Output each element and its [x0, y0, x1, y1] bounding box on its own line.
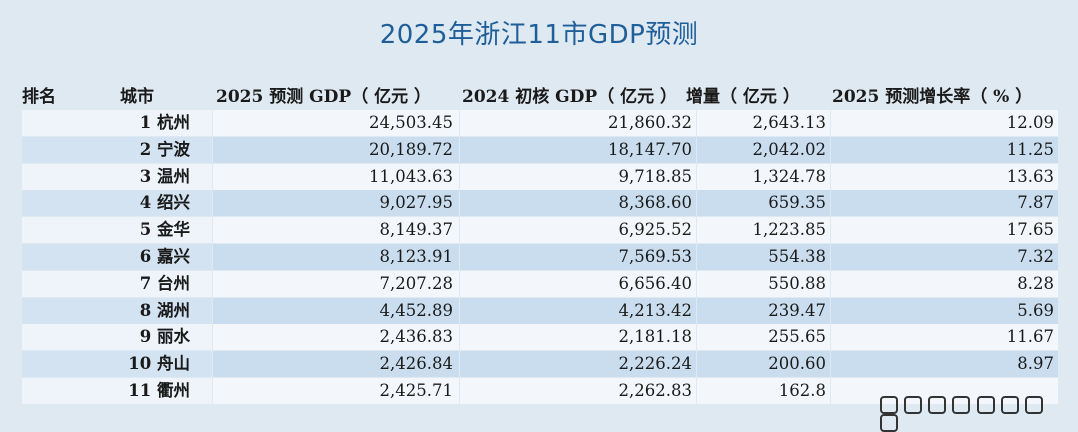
gdp2025-cell: 9,027.95 — [213, 190, 459, 217]
header-city: 城市 — [120, 87, 154, 107]
header-growth: 2025 预测增长率（ % ） — [832, 87, 1033, 107]
gdp2025-cell: 7,207.28 — [213, 270, 459, 297]
table-body: 1 杭州 24,503.45 21,860.32 2,643.13 12.09 2 宁波 2… — [22, 110, 1058, 405]
gdp2025-cell: 2,426.84 — [213, 351, 459, 378]
growth-cell: 7.32 — [831, 243, 1058, 270]
gdp2024-cell: 4,213.42 — [460, 297, 696, 324]
increase-cell: 659.35 — [697, 190, 830, 217]
growth-cell: 11.25 — [831, 136, 1058, 163]
table-row: 5 金华 8,149.37 6,925.52 1,223.85 17.65 — [22, 217, 1058, 244]
header-rank: 排名 — [22, 87, 56, 107]
gdp2024-cell: 2,262.83 — [460, 377, 696, 404]
gdp2024-cell: 2,226.24 — [460, 351, 696, 378]
growth-cell: 13.63 — [831, 163, 1058, 190]
city-cell: 10 舟山 — [22, 351, 212, 378]
table-row: 3 温州 11,043.63 9,718.85 1,324.78 13.63 — [22, 163, 1058, 190]
increase-cell: 554.38 — [697, 243, 830, 270]
increase-cell: 239.47 — [697, 297, 830, 324]
watermark-icon — [952, 396, 971, 414]
gdp2024-cell: 18,147.70 — [460, 136, 696, 163]
watermark — [880, 396, 1056, 432]
table-row: 9 丽水 2,436.83 2,181.18 255.65 11.67 — [22, 324, 1058, 351]
city-cell: 9 丽水 — [22, 324, 212, 351]
city-cell: 3 温州 — [22, 163, 212, 190]
watermark-icon — [880, 396, 898, 414]
gdp2024-cell: 21,860.32 — [460, 110, 696, 136]
increase-cell: 200.60 — [697, 351, 830, 378]
increase-cell: 2,042.02 — [697, 136, 830, 163]
increase-cell: 162.8 — [697, 377, 830, 404]
gdp2025-cell: 8,123.91 — [213, 243, 459, 270]
table-row: 2 宁波 20,189.72 18,147.70 2,042.02 11.25 — [22, 136, 1058, 163]
city-cell: 8 湖州 — [22, 297, 212, 324]
gdp2025-cell: 2,425.71 — [213, 377, 459, 404]
gdp2025-cell: 8,149.37 — [213, 217, 459, 244]
watermark-icon — [976, 396, 995, 414]
gdp2025-cell: 4,452.89 — [213, 297, 459, 324]
header-gdp2024: 2024 初核 GDP（ 亿元 ） — [462, 87, 678, 107]
city-cell: 7 台州 — [22, 270, 212, 297]
watermark-icon — [904, 396, 923, 414]
gdp2025-cell: 24,503.45 — [213, 110, 459, 136]
growth-cell: 17.65 — [831, 217, 1058, 244]
header-increase: 增量（ 亿元 ） — [686, 87, 800, 107]
gdp2024-cell: 7,569.53 — [460, 243, 696, 270]
table-row: 10 舟山 2,426.84 2,226.24 200.60 8.97 — [22, 351, 1058, 378]
table-row: 8 湖州 4,452.89 4,213.42 239.47 5.69 — [22, 297, 1058, 324]
city-cell: 11 衢州 — [22, 377, 212, 404]
table-row: 4 绍兴 9,027.95 8,368.60 659.35 7.87 — [22, 190, 1058, 217]
city-cell: 1 杭州 — [22, 110, 212, 136]
gdp2024-cell: 6,656.40 — [460, 270, 696, 297]
growth-cell: 7.87 — [831, 190, 1058, 217]
gdp2024-cell: 9,718.85 — [460, 163, 696, 190]
increase-cell: 2,643.13 — [697, 110, 830, 136]
growth-cell: 11.67 — [831, 324, 1058, 351]
gdp2025-cell: 2,436.83 — [213, 324, 459, 351]
increase-cell: 1,223.85 — [697, 217, 830, 244]
increase-cell: 550.88 — [697, 270, 830, 297]
growth-cell: 8.97 — [831, 351, 1058, 378]
table-row: 11 衢州 2,425.71 2,262.83 162.8 — [22, 377, 1058, 404]
gdp2025-cell: 20,189.72 — [213, 136, 459, 163]
city-cell: 6 嘉兴 — [22, 243, 212, 270]
gdp2025-cell: 11,043.63 — [213, 163, 459, 190]
table-row: 6 嘉兴 8,123.91 7,569.53 554.38 7.32 — [22, 243, 1058, 270]
watermark-icon — [1024, 396, 1043, 414]
gdp2024-cell: 2,181.18 — [460, 324, 696, 351]
increase-cell: 1,324.78 — [697, 163, 830, 190]
growth-cell: 5.69 — [831, 297, 1058, 324]
header-gdp2025: 2025 预测 GDP（ 亿元 ） — [216, 87, 432, 107]
city-cell: 2 宁波 — [22, 136, 212, 163]
gdp2024-cell: 6,925.52 — [460, 217, 696, 244]
table-row: 1 杭州 24,503.45 21,860.32 2,643.13 12.09 — [22, 110, 1058, 136]
table-title: 2025年浙江11市GDP预测 — [379, 20, 699, 50]
growth-cell: 8.28 — [831, 270, 1058, 297]
city-cell: 5 金华 — [22, 217, 212, 244]
growth-cell: 12.09 — [831, 110, 1058, 136]
table-row: 7 台州 7,207.28 6,656.40 550.88 8.28 — [22, 270, 1058, 297]
watermark-icon — [1000, 396, 1019, 414]
city-cell: 4 绍兴 — [22, 190, 212, 217]
watermark-icon — [928, 396, 947, 414]
gdp2024-cell: 8,368.60 — [460, 190, 696, 217]
increase-cell: 255.65 — [697, 324, 830, 351]
watermark-icon — [880, 414, 898, 432]
